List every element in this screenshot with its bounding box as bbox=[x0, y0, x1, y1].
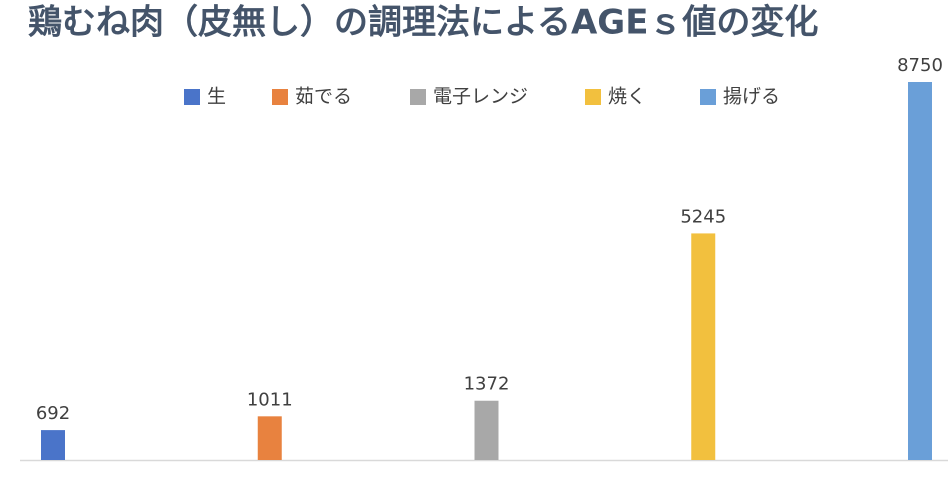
value-label: 8750 bbox=[897, 55, 943, 76]
value-label: 1011 bbox=[247, 389, 293, 410]
value-label: 692 bbox=[36, 403, 70, 424]
bar bbox=[474, 400, 499, 460]
legend-label: 揚げる bbox=[723, 86, 780, 108]
bar bbox=[691, 233, 716, 460]
value-label: 1372 bbox=[464, 374, 510, 395]
bar bbox=[908, 82, 932, 460]
legend-swatch bbox=[585, 89, 601, 105]
legend-label: 茹でる bbox=[295, 86, 352, 108]
legend-swatch bbox=[700, 89, 716, 105]
chart-title: 鶏むね肉（皮無し）の調理法によるAGEｓ値の変化 bbox=[28, 3, 818, 43]
legend-label: 電子レンジ bbox=[433, 86, 528, 108]
legend-label: 生 bbox=[207, 86, 226, 108]
legend-swatch bbox=[184, 89, 200, 105]
legend-swatch bbox=[272, 89, 288, 105]
legend-label: 焼く bbox=[608, 86, 646, 108]
legend-swatch bbox=[410, 89, 426, 105]
bar bbox=[257, 416, 282, 460]
value-label: 5245 bbox=[680, 206, 726, 227]
bar bbox=[41, 430, 65, 460]
